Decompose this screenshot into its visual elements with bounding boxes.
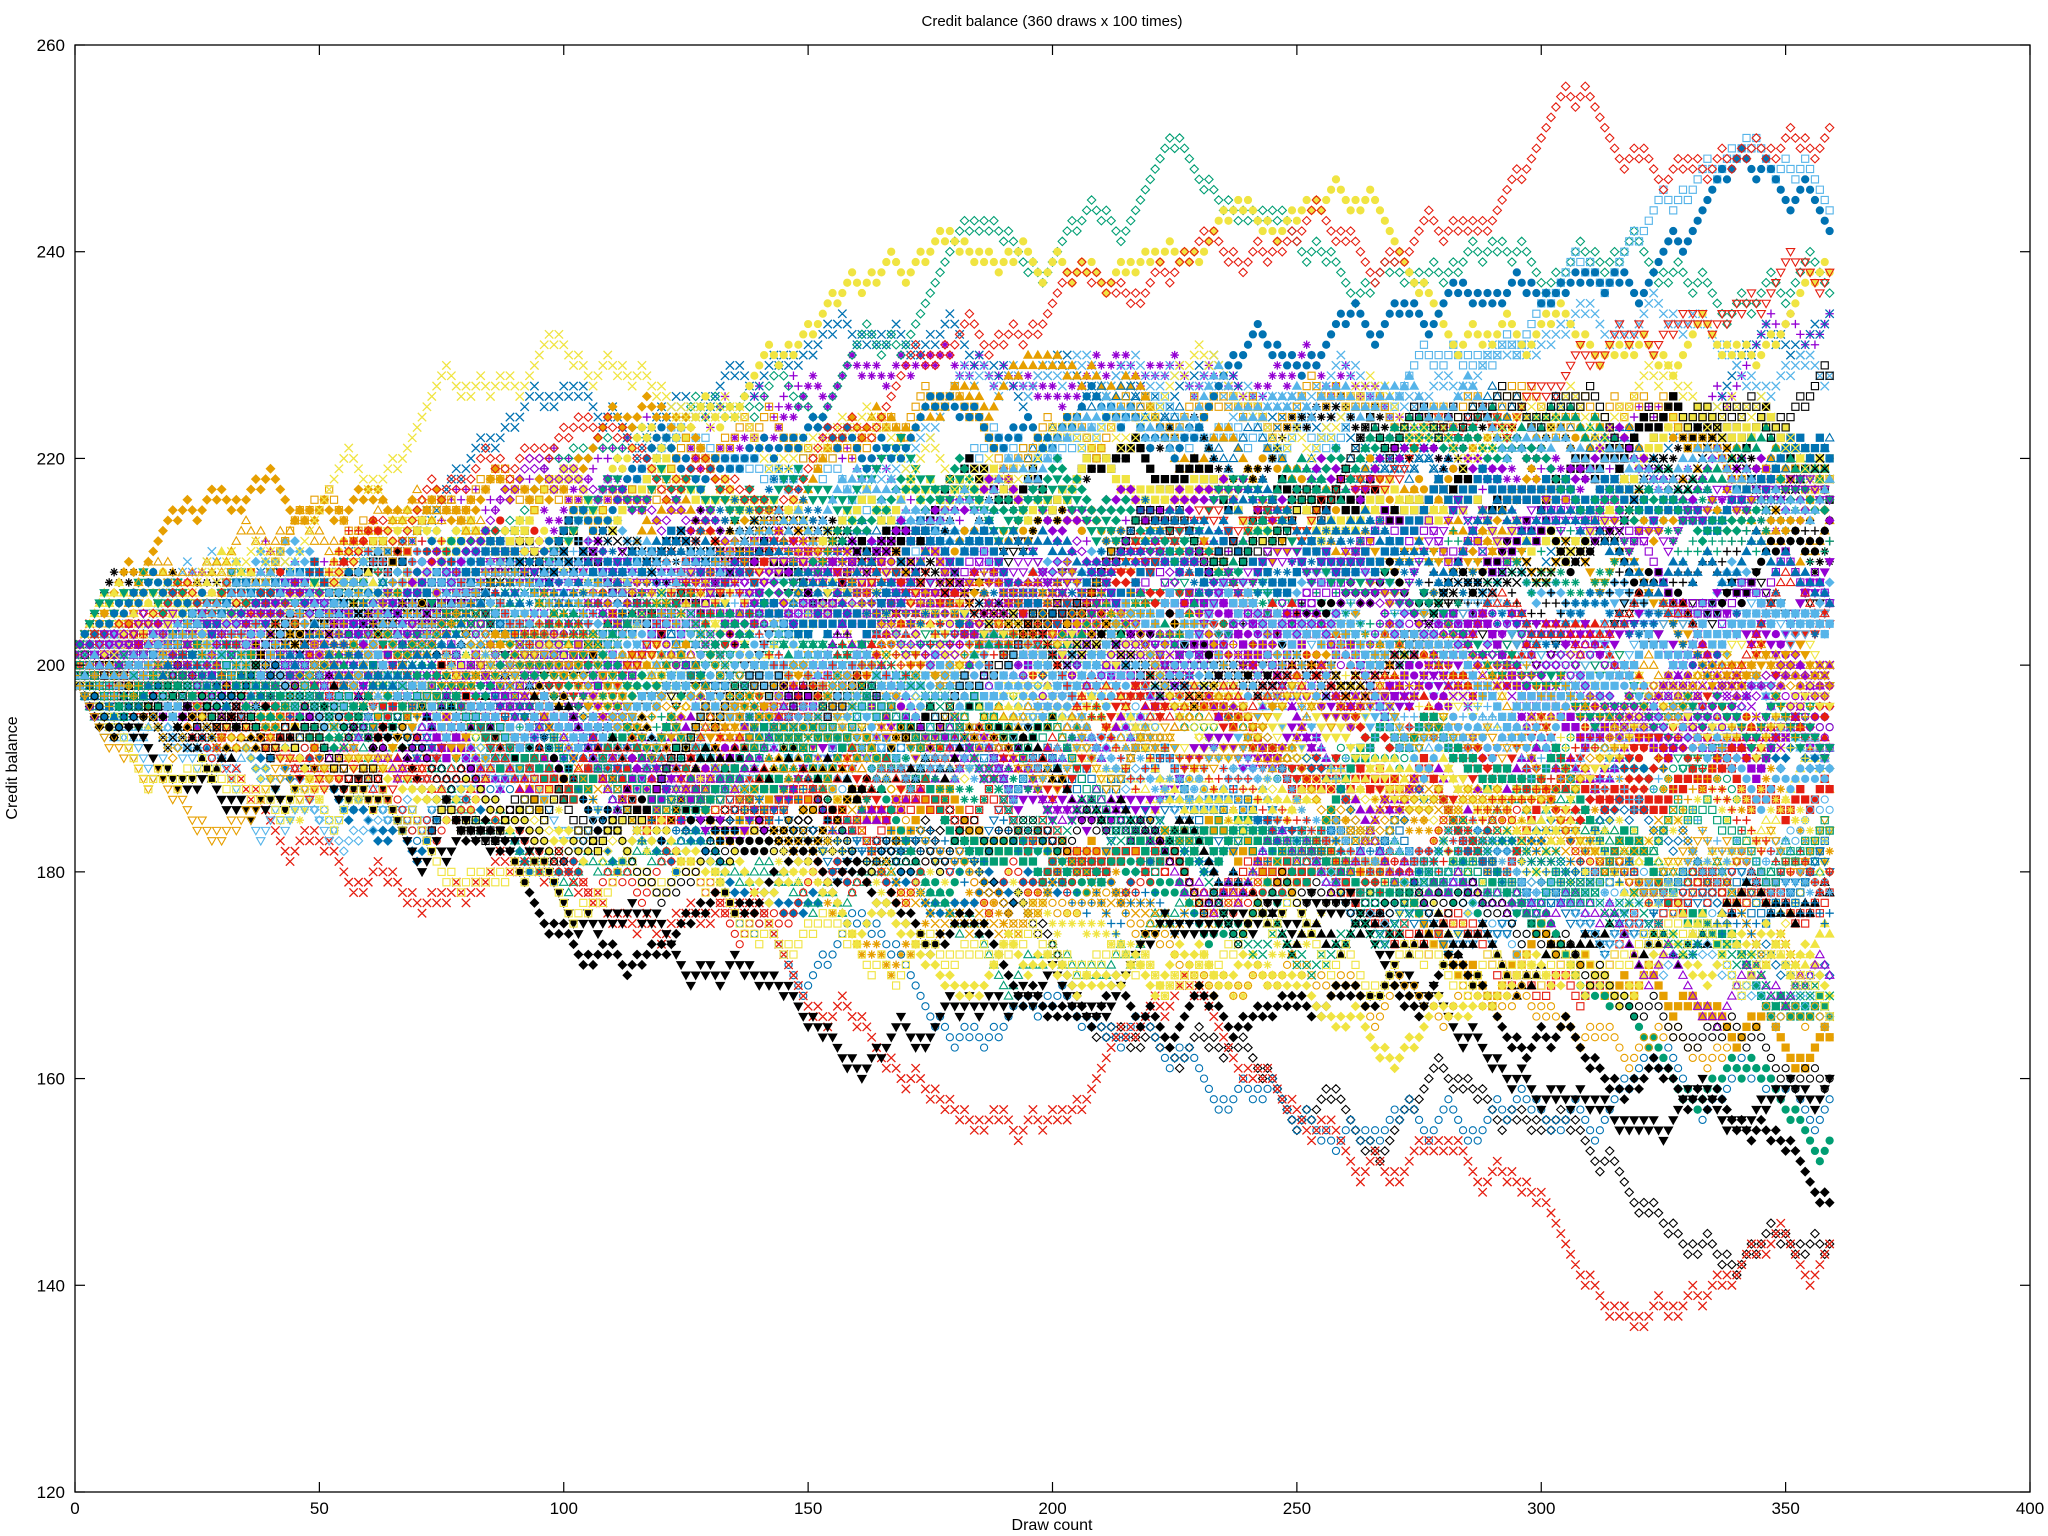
x-tick-label: 250	[1283, 1499, 1311, 1518]
x-tick-label: 0	[70, 1499, 79, 1518]
x-tick-label: 200	[1038, 1499, 1066, 1518]
x-tick-label: 400	[2016, 1499, 2044, 1518]
y-tick-label: 120	[37, 1483, 65, 1502]
y-axis-label: Credit balance	[4, 716, 21, 819]
y-tick-label: 160	[37, 1070, 65, 1089]
x-tick-label: 150	[794, 1499, 822, 1518]
x-tick-label: 100	[550, 1499, 578, 1518]
y-tick-label: 260	[37, 36, 65, 55]
x-tick-label: 300	[1527, 1499, 1555, 1518]
y-tick-label: 140	[37, 1276, 65, 1295]
chart-title: Credit balance (360 draws x 100 times)	[922, 13, 1183, 30]
x-tick-label: 50	[310, 1499, 329, 1518]
x-tick-label: 350	[1771, 1499, 1799, 1518]
x-axis-label: Draw count	[1012, 1517, 1093, 1534]
y-tick-label: 220	[37, 449, 65, 468]
y-tick-label: 240	[37, 243, 65, 262]
y-tick-label: 200	[37, 656, 65, 675]
y-tick-label: 180	[37, 863, 65, 882]
